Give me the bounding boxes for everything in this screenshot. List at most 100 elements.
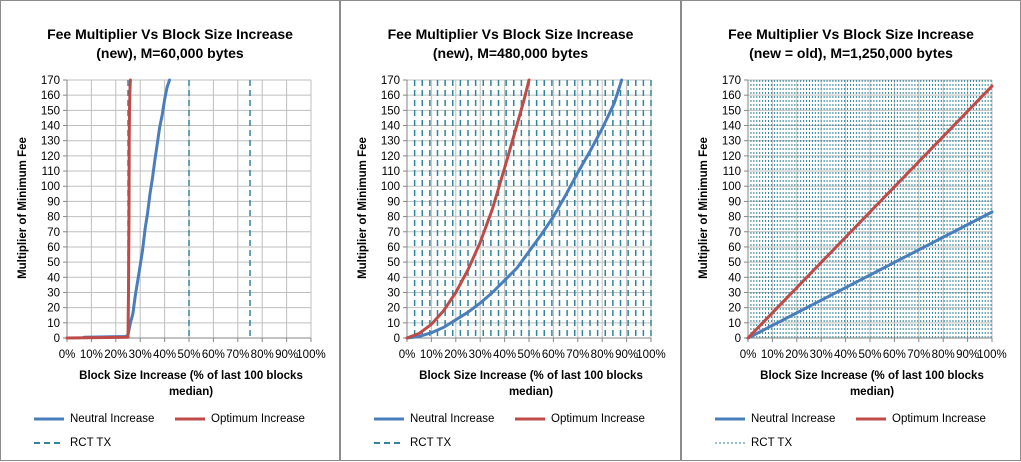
y-tick-label: 0 xyxy=(54,333,60,345)
chart-legend: Neutral Increase Optimum Increase RCT TX xyxy=(1,1,339,460)
y-tick-label: 10 xyxy=(728,318,741,330)
y-tick-label: 40 xyxy=(728,272,741,284)
y-tick-label: 30 xyxy=(47,287,60,299)
y-tick-label: 150 xyxy=(381,105,400,117)
y-tick-label: 70 xyxy=(47,227,60,239)
x-tick-label: 100% xyxy=(636,349,665,361)
x-tick-label: 100% xyxy=(977,349,1006,361)
x-tick-label: 90% xyxy=(615,349,638,361)
y-tick-label: 140 xyxy=(41,121,60,133)
x-tick-label: 50% xyxy=(517,349,540,361)
y-tick-label: 120 xyxy=(381,151,400,163)
chart-title-line: (new), M=480,000 bytes xyxy=(432,45,589,61)
x-tick-label: 50% xyxy=(177,349,200,361)
y-tick-label: 20 xyxy=(47,303,60,315)
y-tick-label: 80 xyxy=(47,212,60,224)
y-tick-label: 20 xyxy=(728,303,741,315)
chart-panel-m60000: Fee Multiplier Vs Block Size Increase (ne… xyxy=(0,0,340,461)
y-tick-label: 40 xyxy=(47,272,60,284)
chart-plot: 0 10 20 30 40 50 60 70 80 90 100 110 120 130 140 150 160… xyxy=(722,75,1007,361)
legend-swatch-rct xyxy=(34,442,64,444)
y-tick-label: 90 xyxy=(728,196,741,208)
chart-title: Fee Multiplier Vs Block Size Increase (ne… xyxy=(341,25,680,63)
chart-panel-m480000: Fee Multiplier Vs Block Size Increase (ne… xyxy=(340,0,681,461)
y-tick-label: 60 xyxy=(47,242,60,254)
chart-title-line: (new = old), M=1,250,000 bytes xyxy=(749,45,953,61)
x-tick-label: 30% xyxy=(129,349,152,361)
y-tick-label: 120 xyxy=(722,151,741,163)
chart-title: Fee Multiplier Vs Block Size Increase (ne… xyxy=(682,25,1020,63)
x-tick-label: 90% xyxy=(956,349,979,361)
x-tick-label: 10% xyxy=(80,349,103,361)
y-tick-label: 80 xyxy=(728,212,741,224)
chart-title-line: Fee Multiplier Vs Block Size Increase xyxy=(387,26,634,42)
chart-panel-m1250000: Fee Multiplier Vs Block Size Increase (ne… xyxy=(681,0,1021,461)
x-tick-label: 80% xyxy=(251,349,274,361)
x-tick-label: 70% xyxy=(566,349,589,361)
x-tick-label: 20% xyxy=(785,349,808,361)
y-tick-label: 130 xyxy=(381,136,400,148)
legend-swatch-optimum xyxy=(515,417,545,421)
y-tick-label: 160 xyxy=(41,90,60,102)
x-tick-label: 10% xyxy=(761,349,784,361)
y-tick-label: 0 xyxy=(394,333,400,345)
chart-legend: Neutral Increase Optimum Increase RCT TX xyxy=(682,1,1020,460)
x-axis-label: Block Size Increase (% of last 100 block… xyxy=(79,370,303,398)
neutral-increase-line xyxy=(746,210,994,340)
y-tick-label: 60 xyxy=(728,242,741,254)
x-tick-label: 40% xyxy=(153,349,176,361)
legend-label-neutral: Neutral Increase xyxy=(751,413,836,425)
legend-label-optimum: Optimum Increase xyxy=(211,413,305,425)
legend-label-neutral: Neutral Increase xyxy=(410,413,495,425)
x-tick-label: 60% xyxy=(202,349,225,361)
legend-label-optimum: Optimum Increase xyxy=(892,413,986,425)
x-tick-label: 20% xyxy=(104,349,127,361)
y-tick-label: 90 xyxy=(47,196,60,208)
legend-swatch-neutral xyxy=(374,417,404,421)
chart-title-line: (new), M=60,000 bytes xyxy=(96,45,244,61)
x-tick-label: 90% xyxy=(275,349,298,361)
legend-label-rct: RCT TX xyxy=(410,437,452,449)
y-tick-label: 50 xyxy=(47,257,60,269)
optimum-increase-line xyxy=(746,84,994,340)
y-tick-label: 0 xyxy=(735,333,741,345)
y-tick-label: 100 xyxy=(722,181,741,193)
legend-label-rct: RCT TX xyxy=(70,437,112,449)
legend-swatch-neutral xyxy=(715,417,745,421)
x-tick-label: 60% xyxy=(542,349,565,361)
optimum-increase-line xyxy=(405,78,531,340)
y-tick-label: 10 xyxy=(387,318,400,330)
x-tick-label: 20% xyxy=(444,349,467,361)
y-tick-label: 120 xyxy=(41,151,60,163)
y-tick-label: 80 xyxy=(387,212,400,224)
x-tick-label: 70% xyxy=(226,349,249,361)
legend-swatch-optimum xyxy=(856,417,886,421)
chart-legend: Neutral Increase Optimum Increase RCT TX xyxy=(341,1,680,460)
y-tick-label: 170 xyxy=(41,75,60,87)
y-tick-label: 110 xyxy=(42,166,60,178)
y-tick-label: 160 xyxy=(381,90,400,102)
x-tick-label: 0% xyxy=(399,349,416,361)
x-tick-label: 80% xyxy=(591,349,614,361)
y-tick-label: 30 xyxy=(387,287,400,299)
y-tick-label: 40 xyxy=(387,272,400,284)
y-tick-label: 100 xyxy=(381,181,400,193)
y-tick-label: 140 xyxy=(381,121,400,133)
chart-title: Fee Multiplier Vs Block Size Increase (ne… xyxy=(1,25,339,63)
x-tick-label: 30% xyxy=(810,349,833,361)
y-tick-label: 90 xyxy=(387,196,400,208)
x-tick-label: 100% xyxy=(296,349,325,361)
legend-label-optimum: Optimum Increase xyxy=(551,413,645,425)
chart-title-line: Fee Multiplier Vs Block Size Increase xyxy=(728,26,974,42)
x-tick-label: 10% xyxy=(420,349,443,361)
y-tick-label: 110 xyxy=(723,166,741,178)
y-tick-label: 50 xyxy=(387,257,400,269)
y-tick-label: 30 xyxy=(728,287,741,299)
y-tick-label: 150 xyxy=(41,105,60,117)
x-tick-label: 60% xyxy=(883,349,906,361)
y-tick-label: 170 xyxy=(381,75,400,87)
optimum-increase-line xyxy=(65,78,132,340)
y-tick-label: 50 xyxy=(728,257,741,269)
y-tick-label: 10 xyxy=(47,318,60,330)
x-tick-label: 40% xyxy=(493,349,516,361)
